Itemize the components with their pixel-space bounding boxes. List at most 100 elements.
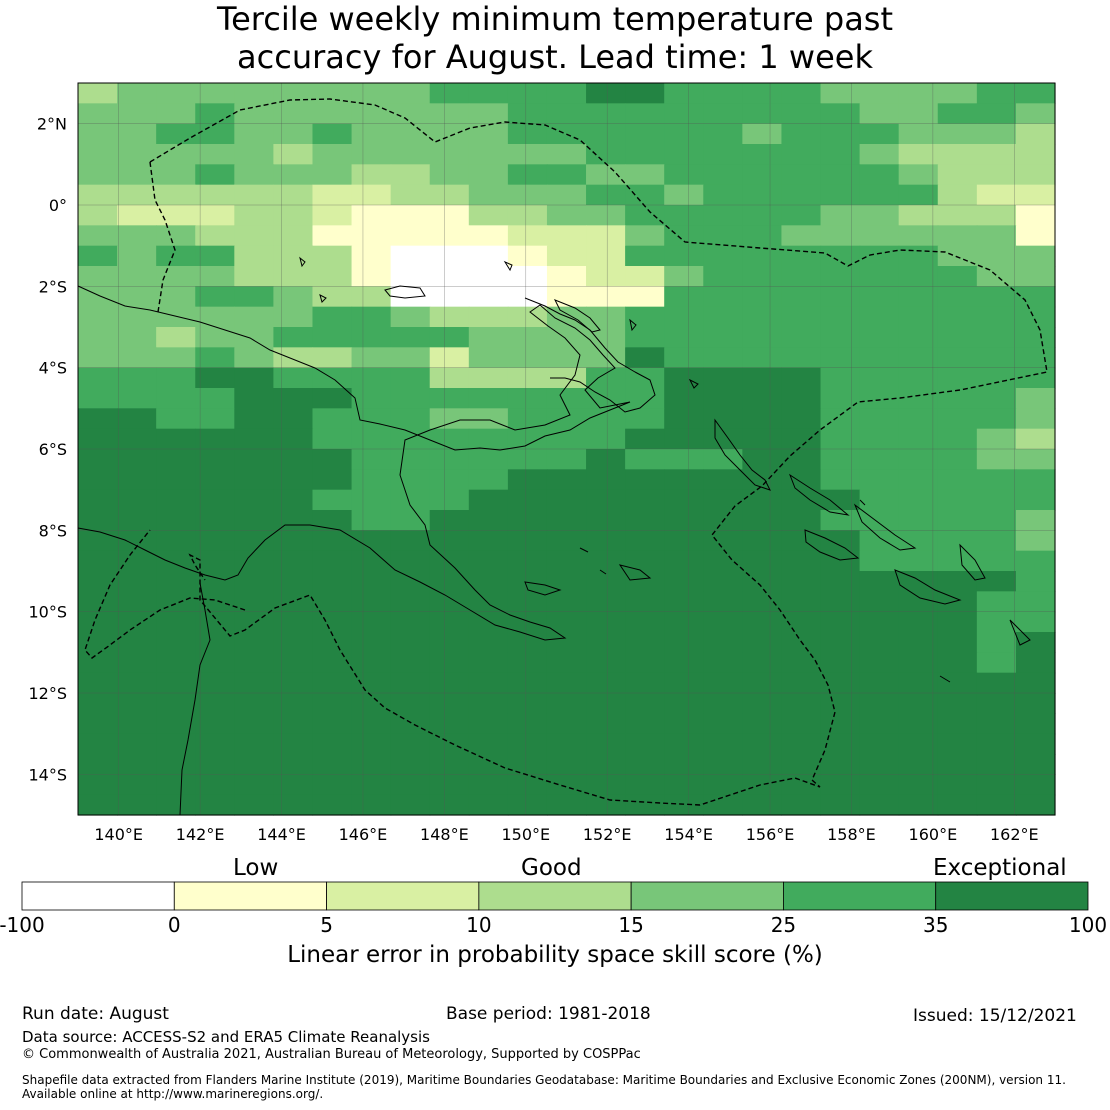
grid-cell [703,306,743,328]
grid-cell [390,449,431,470]
grid-cell [546,672,587,694]
grid-cell [234,205,274,226]
grid-cell [546,286,587,308]
grid-cell [234,754,274,775]
base-period-text: Base period: 1981-2018 [446,1004,651,1024]
latitude-tick-label: 2°S [39,277,67,296]
grid-cell [273,428,314,450]
shapefile-credit-line-1: Shapefile data extracted from Flanders M… [22,1073,1066,1087]
grid-cell [546,530,587,552]
grid-cell [820,103,861,125]
grid-cell [937,794,978,816]
grid-cell [664,672,704,694]
grid-cell [195,266,235,287]
grid-cell [937,123,978,145]
grid-cell [117,367,157,389]
grid-cell [664,205,704,226]
grid-cell [820,449,861,470]
grid-cell [195,632,235,653]
grid-cell [195,591,235,613]
grid-cell [117,510,157,531]
grid-cell [156,123,196,145]
grid-cell [625,774,665,796]
grid-cell [234,225,274,247]
grid-cell [273,733,314,755]
grid-cell [820,83,861,104]
grid-cell [820,591,861,613]
grid-cell [468,774,509,796]
grid-cell [234,347,274,369]
grid-cell [117,327,157,348]
grid-cell [351,164,392,186]
grid-cell [390,632,431,653]
grid-cell [234,632,274,653]
grid-cell [468,510,509,531]
grid-cell [664,754,704,775]
longitude-tick-label: 146°E [339,825,388,844]
grid-cell [859,327,900,348]
grid-cell [859,144,900,165]
grid-cell [195,733,235,755]
grid-cell [468,367,509,389]
grid-cell [742,245,783,267]
grid-cell [703,794,743,816]
grid-cell [312,347,353,369]
grid-cell [781,347,822,369]
grid-cell [625,794,665,816]
grid-cell [273,205,314,226]
grid-cell [742,693,783,714]
grid-cell [195,774,235,796]
grid-cell [312,428,353,450]
grid-cell [976,469,1017,491]
grid-cell [781,591,822,613]
grid-cell [937,611,978,633]
grid-cell [1015,530,1056,552]
grid-cell [820,123,861,145]
grid-cell [664,774,704,796]
grid-cell [625,286,665,308]
grid-cell [312,510,353,531]
grid-cell [156,144,196,165]
grid-cell [703,469,743,491]
grid-cell [390,286,431,308]
grid-cell [937,632,978,653]
grid-cell [937,733,978,755]
grid-cell [586,103,626,125]
grid-cell [156,591,196,613]
grid-cell [507,327,548,348]
grid-cell [78,469,118,491]
grid-cell [625,693,665,714]
grid-cell [507,510,548,531]
grid-cell [586,672,626,694]
grid-cell [117,428,157,450]
colorbar-tick-label: 35 [923,913,948,937]
grid-cell [859,225,900,247]
grid-cell [898,205,939,226]
grid-cell [312,103,353,125]
latitude-tick-label: 10°S [28,603,67,622]
grid-cell [117,388,157,409]
grid-cell [742,123,783,145]
grid-cell [820,489,861,511]
grid-cell [507,550,548,572]
grid-cell [429,123,470,145]
grid-cell [937,306,978,328]
grid-cell [976,184,1017,206]
grid-cell [468,530,509,552]
grid-cell [351,469,392,491]
grid-cell [117,774,157,796]
grid-cell [586,83,626,104]
grid-cell [156,388,196,409]
grid-cell [351,713,392,735]
grid-cell [312,205,353,226]
grid-cell [234,306,274,328]
grid-cell [898,530,939,552]
grid-cell [664,266,704,287]
grid-cell [546,774,587,796]
grid-cell [195,388,235,409]
grid-cell [976,123,1017,145]
grid-cell [820,672,861,694]
grid-cell [546,652,587,674]
grid-cell [468,754,509,775]
grid-cell [664,428,704,450]
